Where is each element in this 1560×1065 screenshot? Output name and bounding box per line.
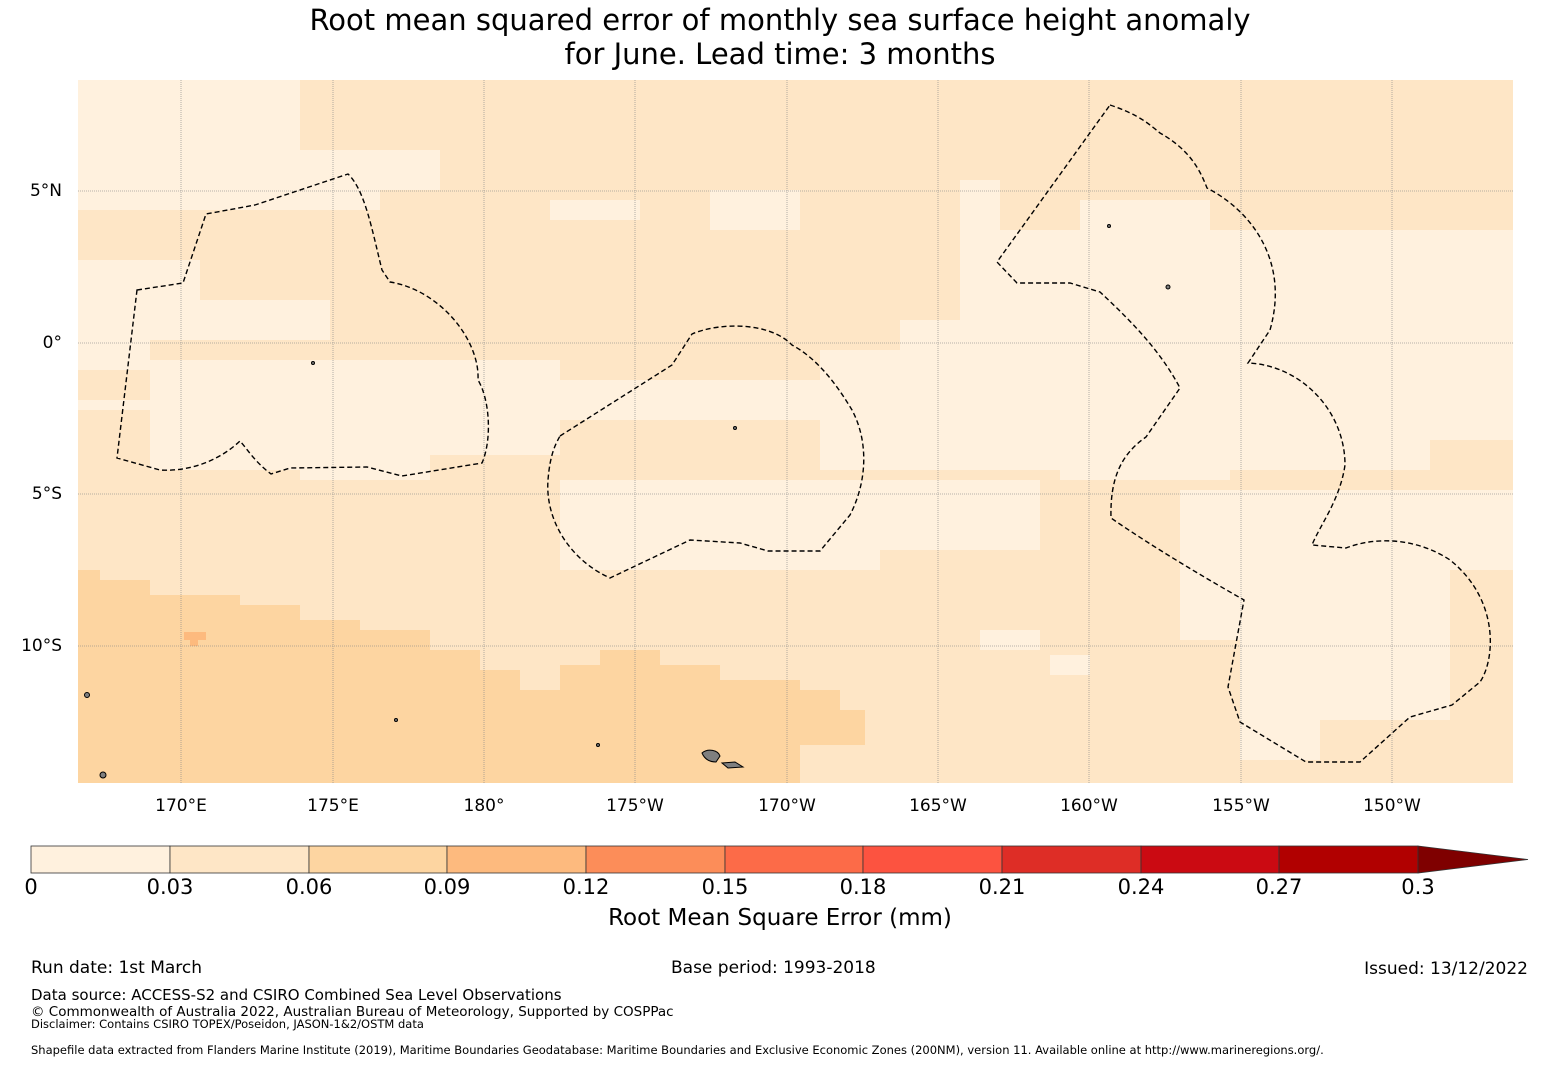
x-label-175w: 175°W [606, 796, 664, 816]
colorbar-tick: 0.24 [1117, 875, 1165, 899]
colorbar-extend-arrow [1417, 845, 1529, 874]
colorbar-tick: 0.12 [562, 875, 610, 899]
rmse-hotspot [184, 632, 206, 640]
x-label-170e: 170°E [155, 796, 207, 816]
eez-boundaries [116, 104, 1492, 763]
x-label-155w: 155°W [1212, 796, 1270, 816]
x-label-150w: 150°W [1363, 796, 1421, 816]
islands [84, 224, 1171, 779]
island-samoa-2 [720, 761, 745, 769]
colorbar-label: Root Mean Square Error (mm) [608, 905, 952, 931]
x-label-175e: 175°E [307, 796, 359, 816]
colorbar-tick: 0.18 [839, 875, 887, 899]
eez-kiribati-gilbert [116, 173, 490, 477]
issued-date: Issued: 13/12/2022 [1364, 959, 1528, 979]
colorbar-tick: 0.09 [423, 875, 471, 899]
rmse-field-lightest [78, 80, 1513, 760]
island-samoa [701, 749, 721, 763]
colorbar-tick: 0 [24, 875, 38, 899]
x-label-165w: 165°W [909, 796, 967, 816]
shapefile-credit: Shapefile data extracted from Flanders M… [31, 1043, 1324, 1057]
y-label-0: 0° [42, 333, 62, 353]
eez-line-islands [996, 104, 1492, 763]
y-label-5s: 5°S [31, 484, 62, 504]
x-label-160w: 160°W [1060, 796, 1118, 816]
colorbar-tick: 0.15 [701, 875, 749, 899]
disclaimer: Disclaimer: Contains CSIRO TOPEX/Poseido… [31, 1017, 424, 1031]
x-label-170w: 170°W [758, 796, 816, 816]
y-label-10s: 10°S [21, 636, 62, 656]
copyright: © Commonwealth of Australia 2022, Austra… [31, 1004, 674, 1020]
title-line-2: for June. Lead time: 3 months [564, 37, 996, 71]
base-period: Base period: 1993-2018 [671, 958, 876, 978]
colorbar-tick: 0.27 [1255, 875, 1303, 899]
run-date: Run date: 1st March [31, 958, 203, 978]
title-line-1: Root mean squared error of monthly sea s… [309, 3, 1251, 37]
colorbar-tick: 0.3 [1401, 875, 1435, 899]
rmse-field-mid [78, 570, 865, 783]
colorbar-tick: 0.03 [146, 875, 194, 899]
eez-phoenix [547, 325, 865, 579]
y-label-5n: 5°N [29, 181, 62, 201]
x-label-180: 180° [463, 796, 505, 816]
data-source: Data source: ACCESS-S2 and CSIRO Combine… [31, 986, 562, 1004]
colorbar [30, 845, 1529, 874]
colorbar-tick: 0.06 [285, 875, 333, 899]
colorbar-tick: 0.21 [978, 875, 1026, 899]
